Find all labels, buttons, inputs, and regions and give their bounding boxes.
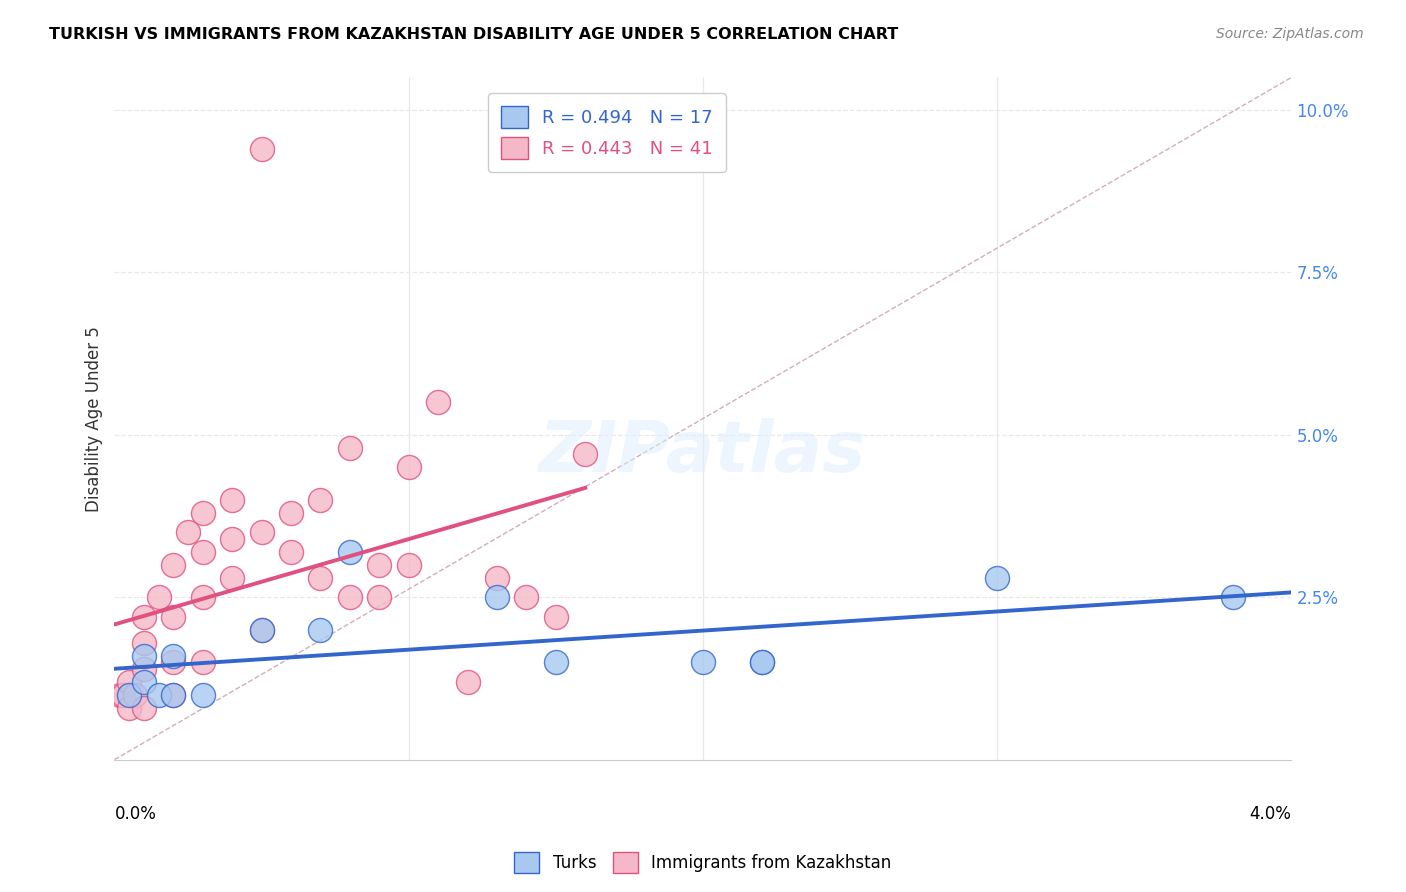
Point xyxy=(148,591,170,605)
Point xyxy=(427,395,450,409)
Point xyxy=(309,492,332,507)
Point xyxy=(250,623,273,637)
Point xyxy=(162,648,184,663)
Point xyxy=(339,591,361,605)
Point xyxy=(191,506,214,520)
Point xyxy=(191,591,214,605)
Point xyxy=(485,571,508,585)
Point xyxy=(191,655,214,669)
Point xyxy=(132,674,155,689)
Legend: Turks, Immigrants from Kazakhstan: Turks, Immigrants from Kazakhstan xyxy=(508,846,898,880)
Point xyxy=(132,648,155,663)
Point xyxy=(692,655,714,669)
Point xyxy=(751,655,773,669)
Point xyxy=(132,636,155,650)
Point xyxy=(309,623,332,637)
Point xyxy=(132,662,155,676)
Point xyxy=(1222,591,1244,605)
Point xyxy=(124,688,146,702)
Point xyxy=(280,545,302,559)
Text: 4.0%: 4.0% xyxy=(1250,805,1292,823)
Point xyxy=(221,571,243,585)
Point xyxy=(162,688,184,702)
Point xyxy=(544,655,567,669)
Point xyxy=(162,609,184,624)
Point xyxy=(148,688,170,702)
Point xyxy=(339,545,361,559)
Text: 0.0%: 0.0% xyxy=(114,805,156,823)
Point xyxy=(250,525,273,540)
Point xyxy=(118,674,141,689)
Point xyxy=(112,688,135,702)
Point xyxy=(398,460,420,475)
Point xyxy=(457,674,479,689)
Legend: R = 0.494   N = 17, R = 0.443   N = 41: R = 0.494 N = 17, R = 0.443 N = 41 xyxy=(488,94,725,171)
Point xyxy=(515,591,537,605)
Point xyxy=(162,655,184,669)
Point xyxy=(177,525,200,540)
Point xyxy=(162,688,184,702)
Point xyxy=(339,441,361,455)
Point xyxy=(250,623,273,637)
Point xyxy=(280,506,302,520)
Point xyxy=(118,688,141,702)
Y-axis label: Disability Age Under 5: Disability Age Under 5 xyxy=(86,326,103,511)
Point xyxy=(309,571,332,585)
Point xyxy=(191,688,214,702)
Point xyxy=(986,571,1008,585)
Point xyxy=(485,591,508,605)
Point xyxy=(751,655,773,669)
Text: Source: ZipAtlas.com: Source: ZipAtlas.com xyxy=(1216,27,1364,41)
Point xyxy=(221,532,243,546)
Point xyxy=(368,558,391,572)
Point xyxy=(132,609,155,624)
Point xyxy=(132,700,155,714)
Point xyxy=(191,545,214,559)
Point xyxy=(398,558,420,572)
Point xyxy=(250,142,273,156)
Point xyxy=(544,609,567,624)
Text: TURKISH VS IMMIGRANTS FROM KAZAKHSTAN DISABILITY AGE UNDER 5 CORRELATION CHART: TURKISH VS IMMIGRANTS FROM KAZAKHSTAN DI… xyxy=(49,27,898,42)
Point xyxy=(110,688,132,702)
Point xyxy=(574,447,596,461)
Text: ZIPatlas: ZIPatlas xyxy=(540,418,866,487)
Point xyxy=(221,492,243,507)
Point xyxy=(162,558,184,572)
Point xyxy=(118,700,141,714)
Point xyxy=(368,591,391,605)
